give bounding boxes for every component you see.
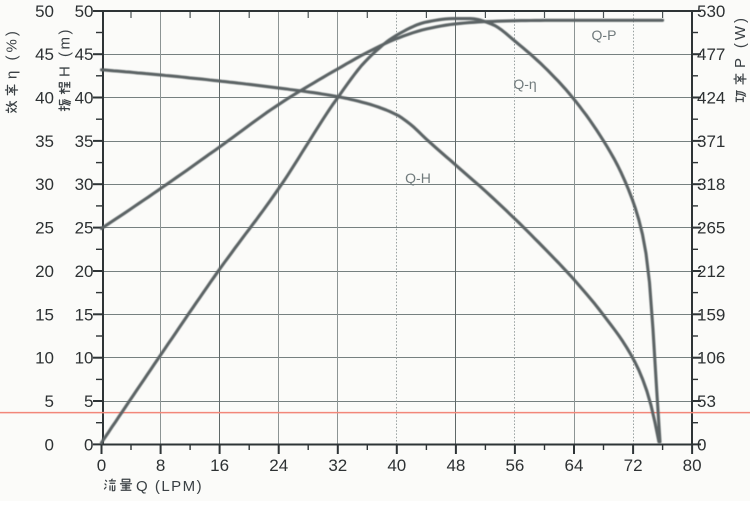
svg-text:5: 5 <box>45 392 54 411</box>
svg-text:40: 40 <box>387 456 406 475</box>
svg-text:8: 8 <box>156 456 165 475</box>
svg-text:35: 35 <box>35 132 54 151</box>
svg-text:32: 32 <box>328 456 347 475</box>
svg-text:16: 16 <box>210 456 229 475</box>
svg-text:265: 265 <box>697 219 725 238</box>
svg-text:25: 25 <box>35 219 54 238</box>
svg-text:P (W): P (W) <box>732 15 749 68</box>
svg-text:477: 477 <box>697 45 725 64</box>
svg-text:0: 0 <box>697 435 706 454</box>
svg-text:318: 318 <box>697 175 725 194</box>
svg-text:56: 56 <box>505 456 524 475</box>
svg-text:15: 15 <box>75 305 94 324</box>
svg-text:50: 50 <box>75 2 94 21</box>
svg-text:212: 212 <box>697 262 725 281</box>
svg-text:30: 30 <box>75 175 94 194</box>
svg-text:35: 35 <box>75 132 94 151</box>
svg-text:Q-η: Q-η <box>513 76 536 92</box>
svg-text:15: 15 <box>35 305 54 324</box>
svg-text:0: 0 <box>45 435 54 454</box>
svg-text:5: 5 <box>84 392 93 411</box>
svg-text:159: 159 <box>697 305 725 324</box>
svg-text:24: 24 <box>269 456 288 475</box>
svg-text:25: 25 <box>75 219 94 238</box>
svg-text:Q (LPM): Q (LPM) <box>136 478 203 495</box>
svg-text:20: 20 <box>35 262 54 281</box>
svg-text:20: 20 <box>75 262 94 281</box>
svg-text:30: 30 <box>35 175 54 194</box>
svg-text:Q-H: Q-H <box>405 170 431 186</box>
svg-text:371: 371 <box>697 132 725 151</box>
svg-text:Q-P: Q-P <box>592 27 617 43</box>
svg-text:53: 53 <box>697 392 716 411</box>
svg-text:80: 80 <box>683 456 702 475</box>
svg-text:106: 106 <box>697 349 725 368</box>
svg-text:45: 45 <box>35 45 54 64</box>
svg-text:50: 50 <box>35 2 54 21</box>
svg-text:10: 10 <box>35 349 54 368</box>
svg-text:72: 72 <box>624 456 643 475</box>
svg-text:45: 45 <box>75 45 94 64</box>
svg-text:40: 40 <box>35 89 54 108</box>
svg-text:424: 424 <box>697 89 725 108</box>
svg-text:0: 0 <box>84 435 93 454</box>
svg-text:η (%): η (%) <box>4 28 21 79</box>
svg-text:64: 64 <box>565 456 584 475</box>
svg-text:0: 0 <box>97 456 106 475</box>
svg-text:40: 40 <box>75 89 94 108</box>
svg-text:10: 10 <box>75 349 94 368</box>
svg-text:H (m): H (m) <box>57 27 74 77</box>
svg-text:48: 48 <box>446 456 465 475</box>
svg-text:530: 530 <box>697 2 725 21</box>
